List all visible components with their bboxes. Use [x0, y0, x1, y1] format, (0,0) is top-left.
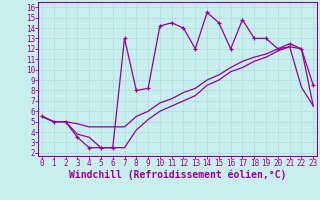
X-axis label: Windchill (Refroidissement éolien,°C): Windchill (Refroidissement éolien,°C) — [69, 170, 286, 180]
